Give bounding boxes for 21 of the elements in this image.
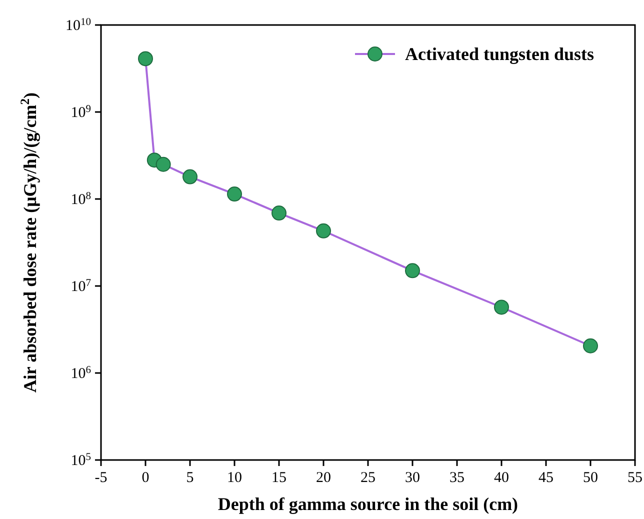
y-tick-label: 10$^{8}$ bbox=[70, 190, 91, 208]
x-tick-label: 20 bbox=[316, 470, 331, 486]
x-tick-label: 30 bbox=[405, 470, 420, 486]
x-tick-label: -5 bbox=[94, 470, 108, 486]
y-tick-label: 10$^{9}$ bbox=[70, 104, 91, 121]
x-tick-label: 15 bbox=[272, 470, 286, 486]
legend-label: Activated tungsten dusts bbox=[405, 44, 594, 64]
y-tick-label: 10$^{10}$ bbox=[66, 16, 91, 34]
x-tick-label: 45 bbox=[538, 470, 554, 486]
x-tick-label: 5 bbox=[186, 470, 194, 486]
x-tick-label: 10 bbox=[227, 470, 242, 486]
x-tick-label: 50 bbox=[583, 470, 598, 486]
y-tick-label: 10$^{6}$ bbox=[70, 364, 91, 382]
x-tick-label: 40 bbox=[494, 470, 509, 486]
y-tick-label: 10$^{7}$ bbox=[70, 278, 91, 295]
x-tick-label: 35 bbox=[450, 470, 464, 486]
x-tick-label: 25 bbox=[360, 470, 376, 486]
y-tick-label: 10$^{5}$ bbox=[70, 452, 91, 469]
x-axis-title: Depth of gamma source in the soil (cm) bbox=[218, 494, 518, 514]
x-tick-label: 0 bbox=[142, 470, 150, 486]
x-tick-label: 55 bbox=[628, 470, 642, 486]
